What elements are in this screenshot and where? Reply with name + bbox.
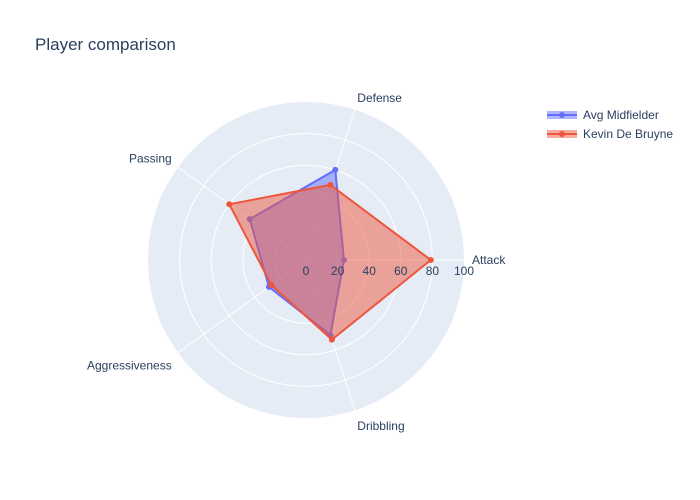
series-layer: [226, 166, 434, 343]
angular-labels: Attack Defense Passing Aggressiveness Dribbl…: [87, 91, 506, 433]
series-point[interactable]: [332, 166, 339, 173]
angular-label: Passing: [129, 151, 172, 165]
legend-marker: [559, 112, 565, 118]
angular-label: Defense: [357, 91, 402, 105]
series-point[interactable]: [268, 282, 275, 289]
radial-tick-label: 80: [426, 264, 440, 278]
angular-label: Dribbling: [357, 419, 404, 433]
angular-label: Attack: [472, 253, 506, 267]
radial-tick-label: 0: [303, 264, 310, 278]
angular-label: Aggressiveness: [87, 359, 172, 373]
series-area: [228, 183, 432, 341]
chart-title: Player comparison: [35, 35, 176, 54]
series-point[interactable]: [327, 181, 334, 188]
series-point[interactable]: [328, 336, 335, 343]
radial-tick-label: 60: [394, 264, 408, 278]
series-1: [226, 181, 434, 343]
radial-ticks: 0 20 40 60 80 100: [303, 264, 475, 278]
legend-item[interactable]: Kevin De Bruyne: [547, 127, 673, 141]
series-point[interactable]: [427, 257, 434, 263]
legend-marker: [559, 131, 565, 137]
legend-label: Avg Midfielder: [583, 108, 659, 122]
radial-tick-label: 100: [454, 264, 474, 278]
series-point[interactable]: [226, 201, 233, 208]
legend: Avg Midfielder Kevin De Bruyne: [547, 108, 673, 141]
legend-item[interactable]: Avg Midfielder: [547, 108, 659, 122]
radial-tick-label: 40: [363, 264, 377, 278]
radial-tick-label: 20: [331, 264, 345, 278]
legend-label: Kevin De Bruyne: [583, 127, 673, 141]
